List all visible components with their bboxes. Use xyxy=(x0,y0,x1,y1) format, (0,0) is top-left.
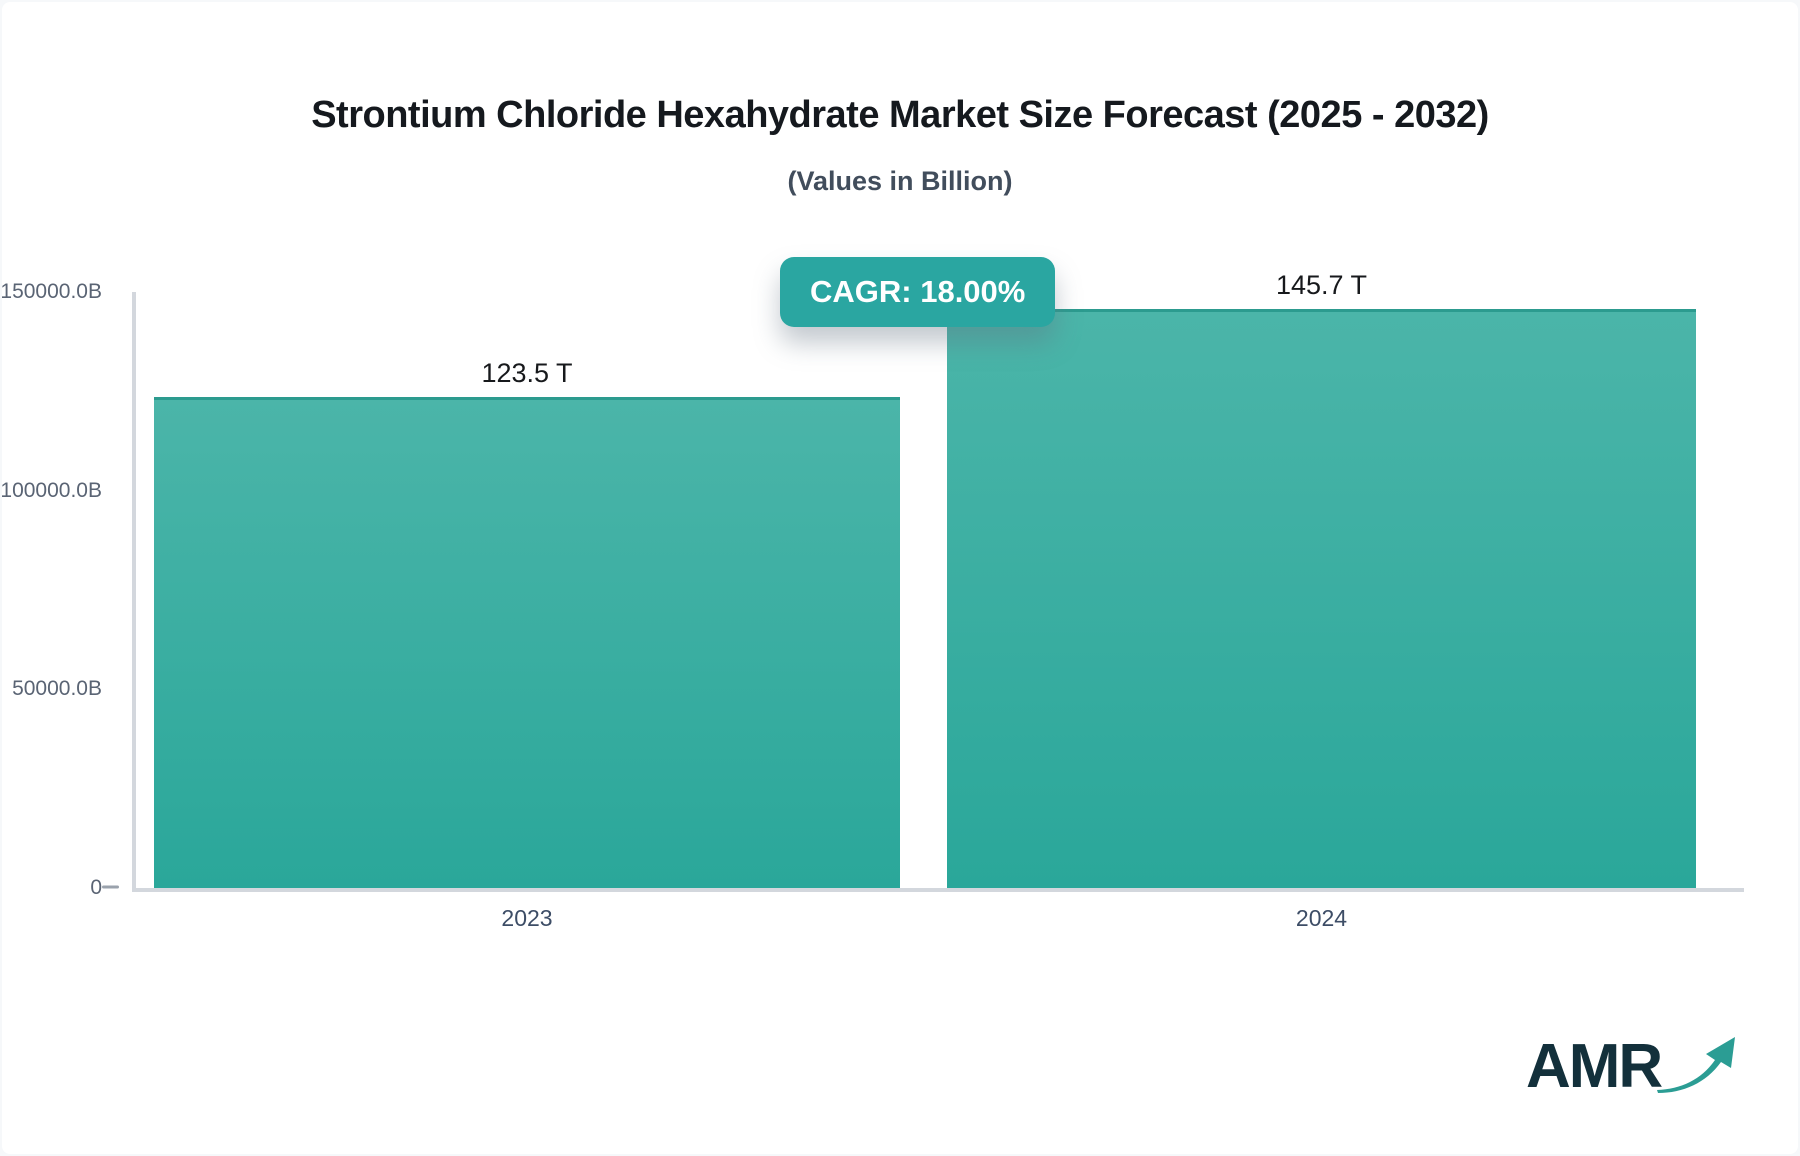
amr-logo-text: AMR xyxy=(1526,1032,1663,1101)
bar-value-label-2023: 123.5 T xyxy=(481,358,573,389)
zero-tick-mark xyxy=(102,885,119,889)
amr-logo: AMR xyxy=(1526,1034,1741,1098)
chart-subtitle: (Values in Billion) xyxy=(787,166,1013,196)
y-tick-label-100000: 100000.0B xyxy=(2,478,102,502)
y-axis-line xyxy=(132,292,136,890)
x-category-label-2023: 2023 xyxy=(501,905,553,931)
bar-value-label-2024: 145.7 T xyxy=(1275,270,1368,301)
y-tick-label-0: 0 xyxy=(90,876,102,899)
y-tick-label-150000: 150000.0B xyxy=(2,280,102,303)
y-tick-label-50000: 50000.0B xyxy=(12,677,102,701)
trend-up-arrow-icon xyxy=(1657,1037,1736,1093)
x-category-label-2024: 2024 xyxy=(1295,905,1348,931)
x-axis-line xyxy=(132,888,1744,892)
bar-2024[interactable] xyxy=(947,309,1696,888)
bar-2023[interactable] xyxy=(154,397,900,888)
cagr-badge: CAGR: 18.00% xyxy=(780,257,1056,327)
chart-title: Strontium Chloride Hexahydrate Market Si… xyxy=(311,94,1489,136)
